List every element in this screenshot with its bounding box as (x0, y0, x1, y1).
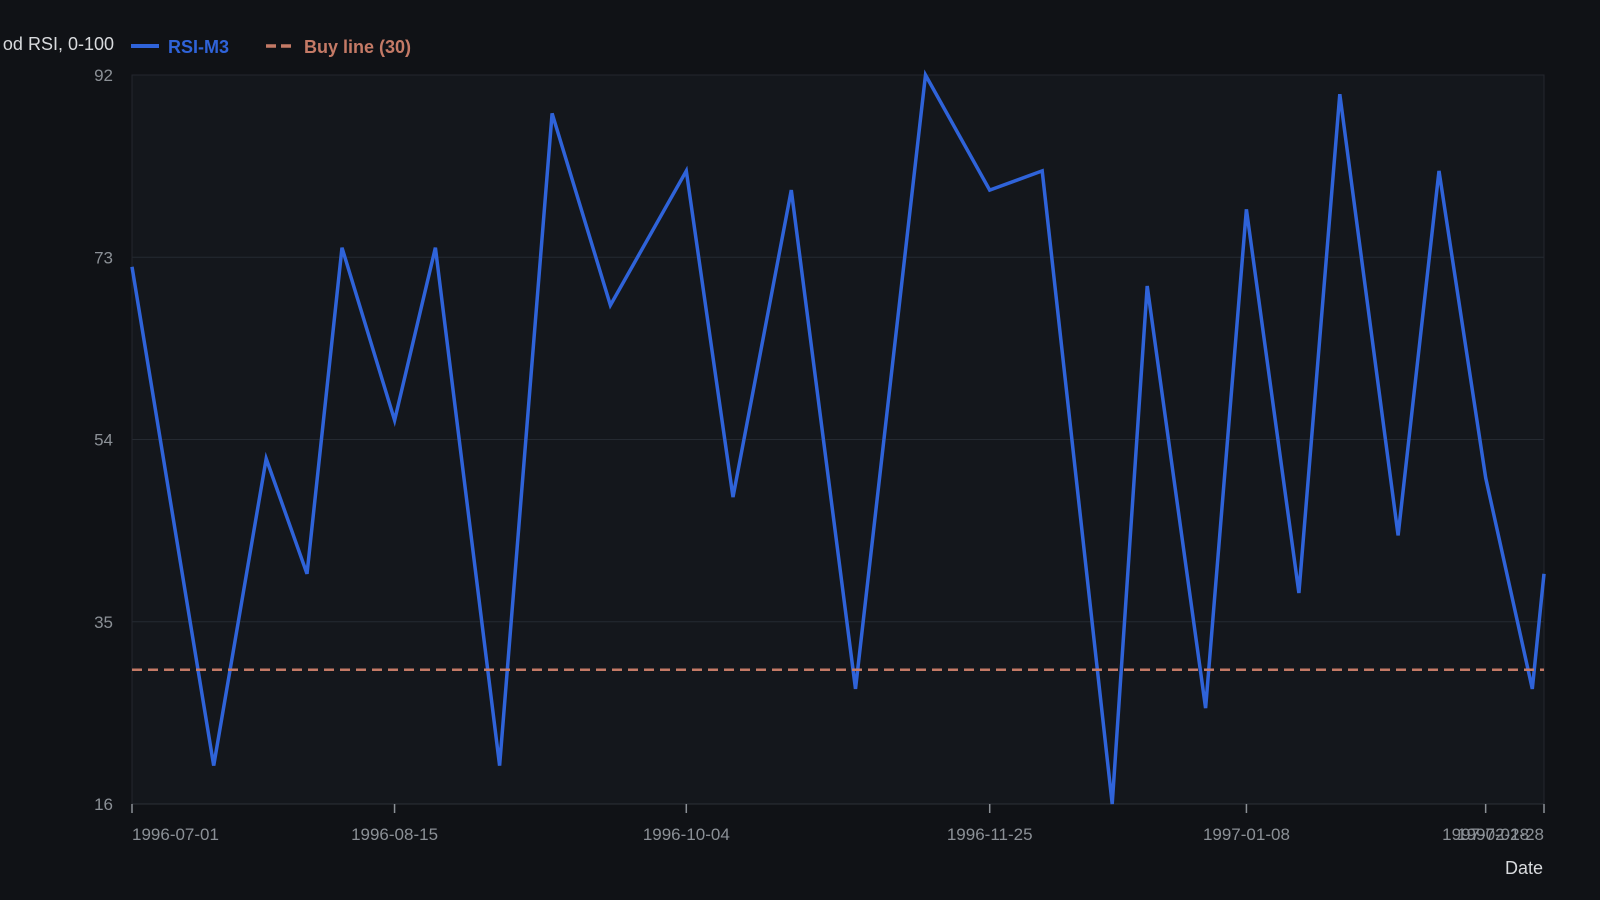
y-tick-label-73: 73 (94, 248, 113, 267)
series-layer (130, 69, 1546, 805)
series-line-rsi-m3 (130, 69, 1546, 805)
x-tick-label-1996-07-01: 1996-07-01 (132, 825, 219, 844)
x-tick-label-1996-10-04: 1996-10-04 (643, 825, 730, 844)
legend-label-buy-line: Buy line (30) (304, 37, 411, 57)
y-tick-label-92: 92 (94, 66, 113, 85)
x-axis-title: Date (1505, 858, 1543, 878)
legend: od RSI, 0-100 RSI-M3 Buy line (30) (3, 34, 411, 57)
y-axis-title: od RSI, 0-100 (3, 34, 114, 54)
y-tick-label-16: 16 (94, 795, 113, 814)
x-tick-label-1997-01-08: 1997-01-08 (1203, 825, 1290, 844)
x-axis: 1996-07-01 1996-08-15 1996-10-04 1996-11-25… (131, 803, 1545, 844)
x-tick-label-1997-02-18: 1997-02-18 (1442, 825, 1529, 844)
y-tick-label-54: 54 (94, 431, 113, 450)
x-tick-label-1996-08-15: 1996-08-15 (351, 825, 438, 844)
y-axis: 16 35 54 73 92 (94, 66, 113, 814)
x-tick-label-1996-11-25: 1996-11-25 (947, 825, 1033, 844)
legend-label-rsi-m3: RSI-M3 (168, 37, 229, 57)
y-tick-label-35: 35 (94, 613, 113, 632)
x-tick-label-1997-02-28: 1997-02-28 (1457, 825, 1544, 844)
